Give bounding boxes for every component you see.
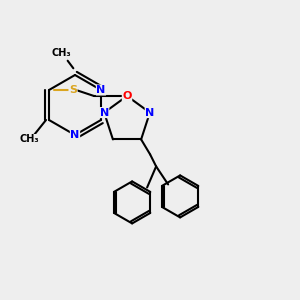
Text: N: N <box>96 85 106 95</box>
Text: N: N <box>70 130 80 140</box>
Text: O: O <box>122 91 132 101</box>
Text: CH₃: CH₃ <box>52 48 71 59</box>
Text: N: N <box>145 108 154 118</box>
Text: CH₃: CH₃ <box>20 134 39 145</box>
Text: S: S <box>69 85 77 95</box>
Text: N: N <box>100 108 109 118</box>
